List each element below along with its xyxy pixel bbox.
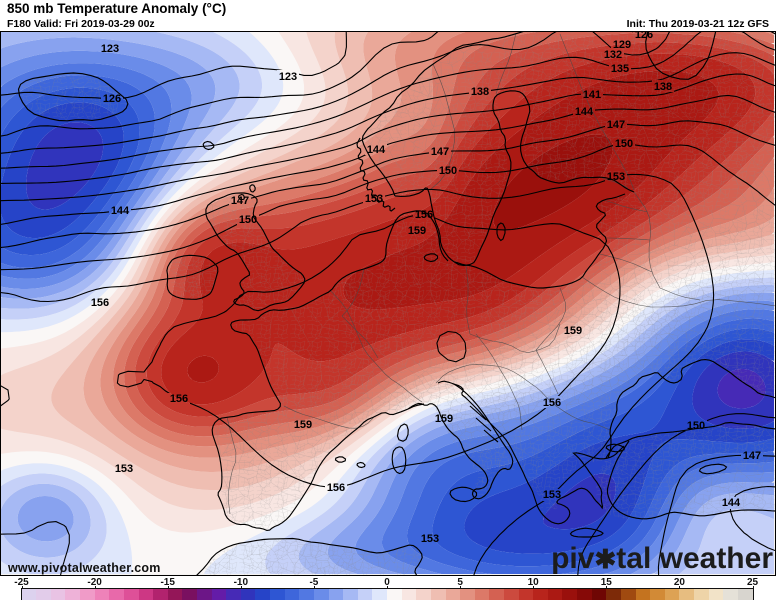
svg-text:144: 144 [722,497,741,509]
svg-text:150: 150 [439,165,457,177]
svg-text:150: 150 [239,214,257,226]
svg-text:150: 150 [615,138,633,150]
svg-text:153: 153 [543,489,561,501]
svg-text:159: 159 [294,419,312,431]
svg-text:123: 123 [101,43,119,55]
svg-text:156: 156 [543,397,561,409]
svg-text:159: 159 [564,325,582,337]
svg-text:147: 147 [743,450,761,462]
svg-text:147: 147 [231,195,249,207]
svg-text:159: 159 [435,413,453,425]
svg-text:159: 159 [408,225,426,237]
svg-text:147: 147 [607,119,625,131]
svg-text:153: 153 [607,171,625,183]
svg-text:147: 147 [431,146,449,158]
svg-text:156: 156 [415,209,433,221]
svg-text:129: 129 [613,39,631,51]
svg-text:126: 126 [635,29,653,41]
svg-text:126: 126 [103,93,121,105]
svg-text:138: 138 [654,81,672,93]
svg-text:144: 144 [111,205,130,217]
svg-text:132: 132 [604,49,622,61]
svg-text:144: 144 [575,106,594,118]
svg-text:138: 138 [471,86,489,98]
svg-text:144: 144 [367,144,386,156]
svg-text:153: 153 [421,533,439,545]
svg-text:156: 156 [91,297,109,309]
svg-text:153: 153 [115,463,133,475]
svg-text:123: 123 [279,71,297,83]
svg-text:135: 135 [611,63,629,75]
svg-text:150: 150 [687,420,705,432]
svg-text:153: 153 [365,193,383,205]
svg-text:156: 156 [170,393,188,405]
svg-text:141: 141 [583,89,601,101]
svg-text:156: 156 [327,482,345,494]
